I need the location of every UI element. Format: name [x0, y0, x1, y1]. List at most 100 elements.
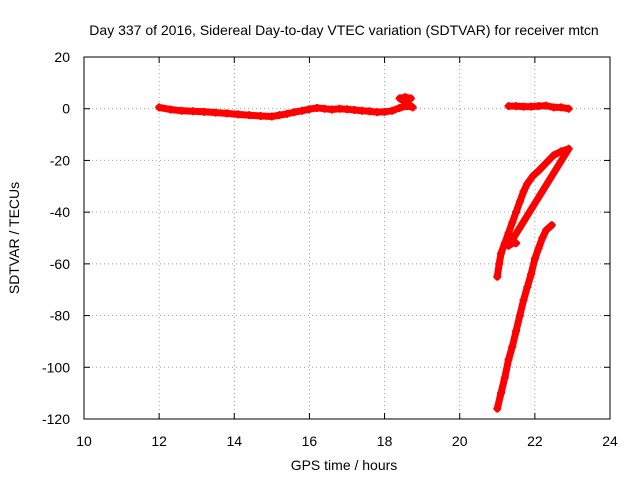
- data-point: [305, 105, 314, 114]
- data-point: [527, 102, 536, 111]
- data-point: [500, 373, 509, 382]
- x-tick-label: 14: [226, 433, 242, 449]
- data-point: [327, 105, 336, 114]
- data-point: [542, 226, 551, 235]
- data-point: [542, 101, 551, 110]
- data-point: [388, 106, 397, 115]
- data-point: [508, 342, 517, 351]
- data-point: [519, 187, 528, 196]
- x-tick-label: 22: [527, 433, 543, 449]
- data-point: [408, 103, 417, 112]
- data-point: [547, 221, 556, 230]
- data-point: [177, 106, 186, 115]
- series-2: [504, 101, 573, 113]
- data-point: [549, 151, 558, 160]
- series-1: [155, 93, 417, 121]
- data-point: [222, 109, 231, 118]
- data-point: [512, 327, 521, 336]
- data-point: [504, 355, 513, 364]
- data-point: [166, 105, 175, 114]
- data-point: [523, 283, 532, 292]
- data-point: [312, 103, 321, 112]
- data-point: [557, 103, 566, 112]
- data-point: [200, 107, 209, 116]
- data-point: [564, 144, 573, 153]
- data-points: [155, 93, 573, 413]
- y-tick-label: -60: [50, 256, 70, 272]
- data-point: [497, 389, 506, 398]
- data-point: [534, 166, 543, 175]
- y-tick-label: -100: [42, 359, 70, 375]
- data-point: [282, 109, 291, 118]
- data-point: [564, 104, 573, 113]
- y-tick-label: 0: [62, 101, 70, 117]
- data-point: [234, 110, 243, 119]
- data-point: [401, 93, 410, 102]
- data-point: [350, 106, 359, 115]
- data-point: [267, 112, 276, 121]
- data-point: [188, 107, 197, 116]
- data-point: [512, 208, 521, 217]
- data-point: [297, 106, 306, 115]
- data-point: [403, 102, 412, 111]
- series-3: [493, 144, 573, 281]
- data-point: [512, 239, 521, 248]
- data-point: [528, 171, 537, 180]
- data-point: [504, 228, 513, 237]
- x-tick-label: 18: [377, 433, 393, 449]
- plot-frame: [83, 56, 611, 420]
- data-point: [343, 105, 351, 114]
- axis-ticks: 10 12 14 16 18 20 22 24 20 0 -20 -40 -60 -80 -100 -120: [42, 49, 618, 449]
- data-point: [493, 272, 502, 281]
- data-point: [515, 197, 524, 206]
- chart-title: Day 337 of 2016, Sidereal Day-to-day VTE…: [89, 22, 598, 38]
- data-point: [493, 404, 502, 413]
- data-point: [508, 218, 517, 227]
- data-point: [245, 111, 254, 120]
- y-tick-label: -40: [50, 204, 70, 220]
- x-tick-label: 12: [151, 433, 167, 449]
- data-point: [530, 254, 539, 263]
- x-tick-label: 24: [602, 433, 618, 449]
- data-point: [549, 103, 558, 112]
- data-point: [395, 103, 404, 112]
- data-point: [365, 107, 374, 116]
- data-point: [527, 270, 536, 279]
- x-axis-label: GPS time / hours: [291, 457, 398, 473]
- data-point: [495, 259, 504, 268]
- data-point: [406, 94, 415, 103]
- data-point: [512, 102, 521, 111]
- data-point: [542, 159, 551, 168]
- data-point: [335, 104, 344, 113]
- data-point: [534, 102, 543, 111]
- data-point: [519, 296, 528, 305]
- data-point: [515, 311, 524, 320]
- data-point: [538, 234, 547, 242]
- data-point: [534, 244, 543, 253]
- data-point: [155, 103, 164, 112]
- data-point: [320, 104, 329, 113]
- data-point: [504, 102, 513, 111]
- y-tick-label: 20: [54, 49, 70, 65]
- x-tick-label: 20: [452, 433, 468, 449]
- y-axis-label: SDTVAR / TECUs: [6, 182, 22, 294]
- data-point: [358, 106, 367, 115]
- y-tick-label: -120: [42, 411, 70, 427]
- data-point: [523, 179, 532, 188]
- y-tick-label: -80: [50, 308, 70, 324]
- data-point: [373, 108, 382, 117]
- y-tick-label: -20: [50, 152, 70, 168]
- data-point: [256, 111, 265, 120]
- data-point: [497, 249, 506, 258]
- data-point: [557, 147, 566, 156]
- data-point: [211, 108, 220, 117]
- data-point: [395, 94, 404, 103]
- series-4: [493, 221, 556, 413]
- data-point: [275, 111, 284, 120]
- data-point: [290, 108, 299, 117]
- x-tick-label: 16: [302, 433, 318, 449]
- data-point: [380, 107, 389, 116]
- data-point: [519, 102, 528, 111]
- x-tick-label: 10: [76, 433, 92, 449]
